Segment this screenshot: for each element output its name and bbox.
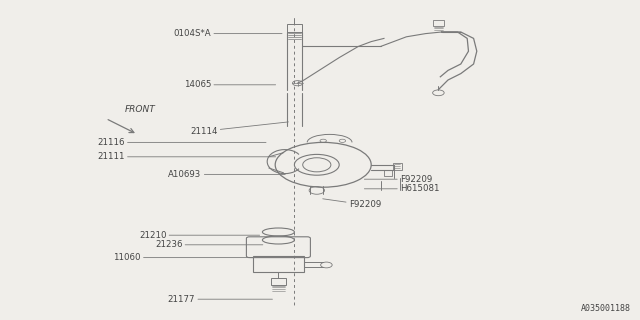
Text: F92209: F92209 [323,199,381,209]
Text: 21114: 21114 [190,122,289,136]
Text: 21111: 21111 [97,152,276,161]
Text: 11060: 11060 [113,253,253,262]
Text: 14065: 14065 [184,80,276,89]
Text: 21236: 21236 [155,240,263,249]
Text: A035001188: A035001188 [580,304,630,313]
Text: 21177: 21177 [168,295,273,304]
Text: F92209: F92209 [364,175,432,184]
Text: 0104S*A: 0104S*A [173,29,282,38]
Text: 21116: 21116 [97,138,266,147]
Text: H615081: H615081 [364,184,440,193]
Text: FRONT: FRONT [125,105,156,114]
Text: 21210: 21210 [139,231,260,240]
Text: A10693: A10693 [168,170,285,179]
